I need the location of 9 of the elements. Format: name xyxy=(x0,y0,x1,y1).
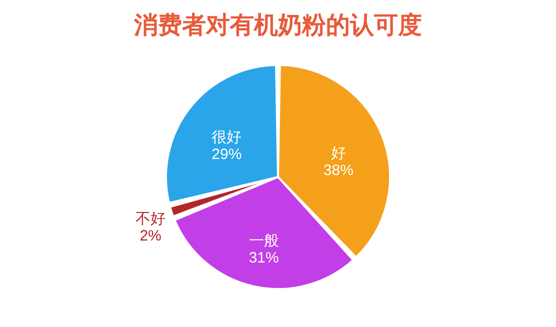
slice-label: 不好 xyxy=(136,210,166,228)
data-label: 31% xyxy=(248,249,279,266)
slice-label: 很好 xyxy=(212,129,242,146)
data-label: 2% xyxy=(140,227,162,244)
slice-label: 好 xyxy=(330,145,346,162)
data-label: 29% xyxy=(212,146,242,164)
slice-label: 一般 xyxy=(248,232,279,250)
chart-title: 消费者对有机奶粉的认可度 xyxy=(133,11,422,39)
data-label: 38% xyxy=(323,162,354,180)
